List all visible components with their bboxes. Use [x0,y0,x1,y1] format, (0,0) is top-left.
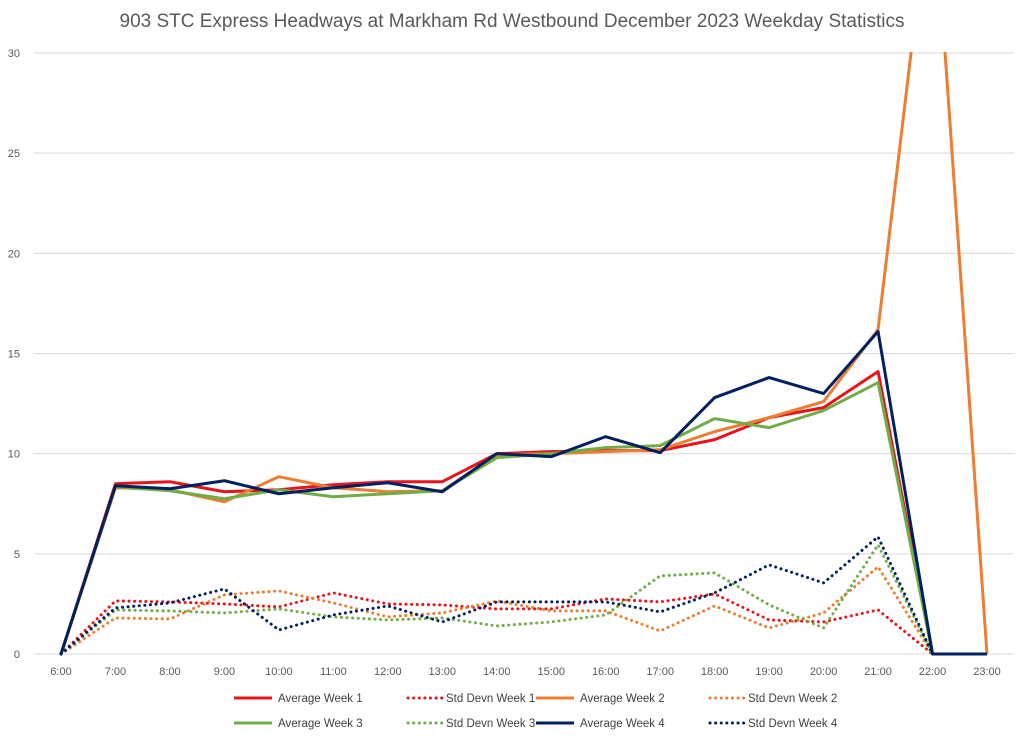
x-tick-label: 16:00 [592,666,620,678]
legend-label: Std Devn Week 2 [748,693,837,705]
legend-label: Std Devn Week 3 [446,718,535,730]
x-tick-label: 11:00 [320,666,347,678]
x-tick-label: 14:00 [483,666,511,678]
x-tick-label: 20:00 [810,666,838,678]
series-line-average-week-3 [59,381,987,656]
chart-title: 903 STC Express Headways at Markham Rd W… [120,11,905,32]
legend-item: Average Week 1 [234,693,363,705]
legend-label: Average Week 3 [278,718,363,730]
x-tick-label: 10:00 [265,666,293,678]
x-tick-label: 12:00 [374,666,402,678]
y-tick-label: 15 [8,349,20,361]
x-tick-label: 18:00 [701,666,729,678]
x-tick-label: 21:00 [864,666,892,678]
series-line-std-devn-week-3 [59,543,935,656]
series-line-average-week-1 [59,370,987,656]
series-line-average-week-4 [59,329,987,656]
legend-item: Average Week 2 [536,693,665,705]
legend-label: Average Week 2 [580,693,665,705]
x-tick-label: 7:00 [105,666,126,678]
legend-item: Std Devn Week 1 [406,693,535,705]
legend-item: Std Devn Week 4 [708,718,838,730]
legend-item: Std Devn Week 2 [708,693,837,705]
x-tick-label: 9:00 [214,666,235,678]
y-tick-label: 10 [8,449,20,461]
legend-label: Average Week 4 [580,718,665,730]
y-tick-label: 20 [8,248,20,260]
series-lines [59,52,989,656]
legend-label: Average Week 1 [278,693,363,705]
x-tick-label: 23:00 [973,666,1001,678]
series-line-average-week-2 [59,52,989,655]
y-tick-label: 30 [8,48,20,60]
legend-item: Std Devn Week 3 [406,718,535,730]
x-tick-label: 6:00 [50,666,71,678]
legend-item: Average Week 4 [536,718,665,730]
y-tick-label: 0 [14,649,20,661]
x-tick-label: 17:00 [646,666,674,678]
x-tick-label: 13:00 [429,666,457,678]
series-line-std-devn-week-2 [59,565,935,656]
legend: Average Week 1 Std Devn Week 1 Average Wee… [234,693,838,730]
legend-label: Std Devn Week 1 [446,693,535,705]
x-tick-label: 8:00 [159,666,180,678]
x-tick-label: 19:00 [755,666,783,678]
y-tick-label: 5 [14,549,20,561]
legend-item: Average Week 3 [234,718,363,730]
y-tick-label: 25 [8,148,20,160]
x-tick-label: 15:00 [537,666,565,678]
legend-label: Std Devn Week 4 [748,718,838,730]
series-line-std-devn-week-4 [59,535,935,656]
gridlines [34,52,1014,655]
x-axis-ticks: 6:00 7:00 8:00 9:00 10:00 11:00 12:00 13:00 14:0… [50,666,1000,678]
x-tick-label: 22:00 [919,666,947,678]
y-axis-ticks: 0 5 10 15 20 25 30 [8,48,20,661]
